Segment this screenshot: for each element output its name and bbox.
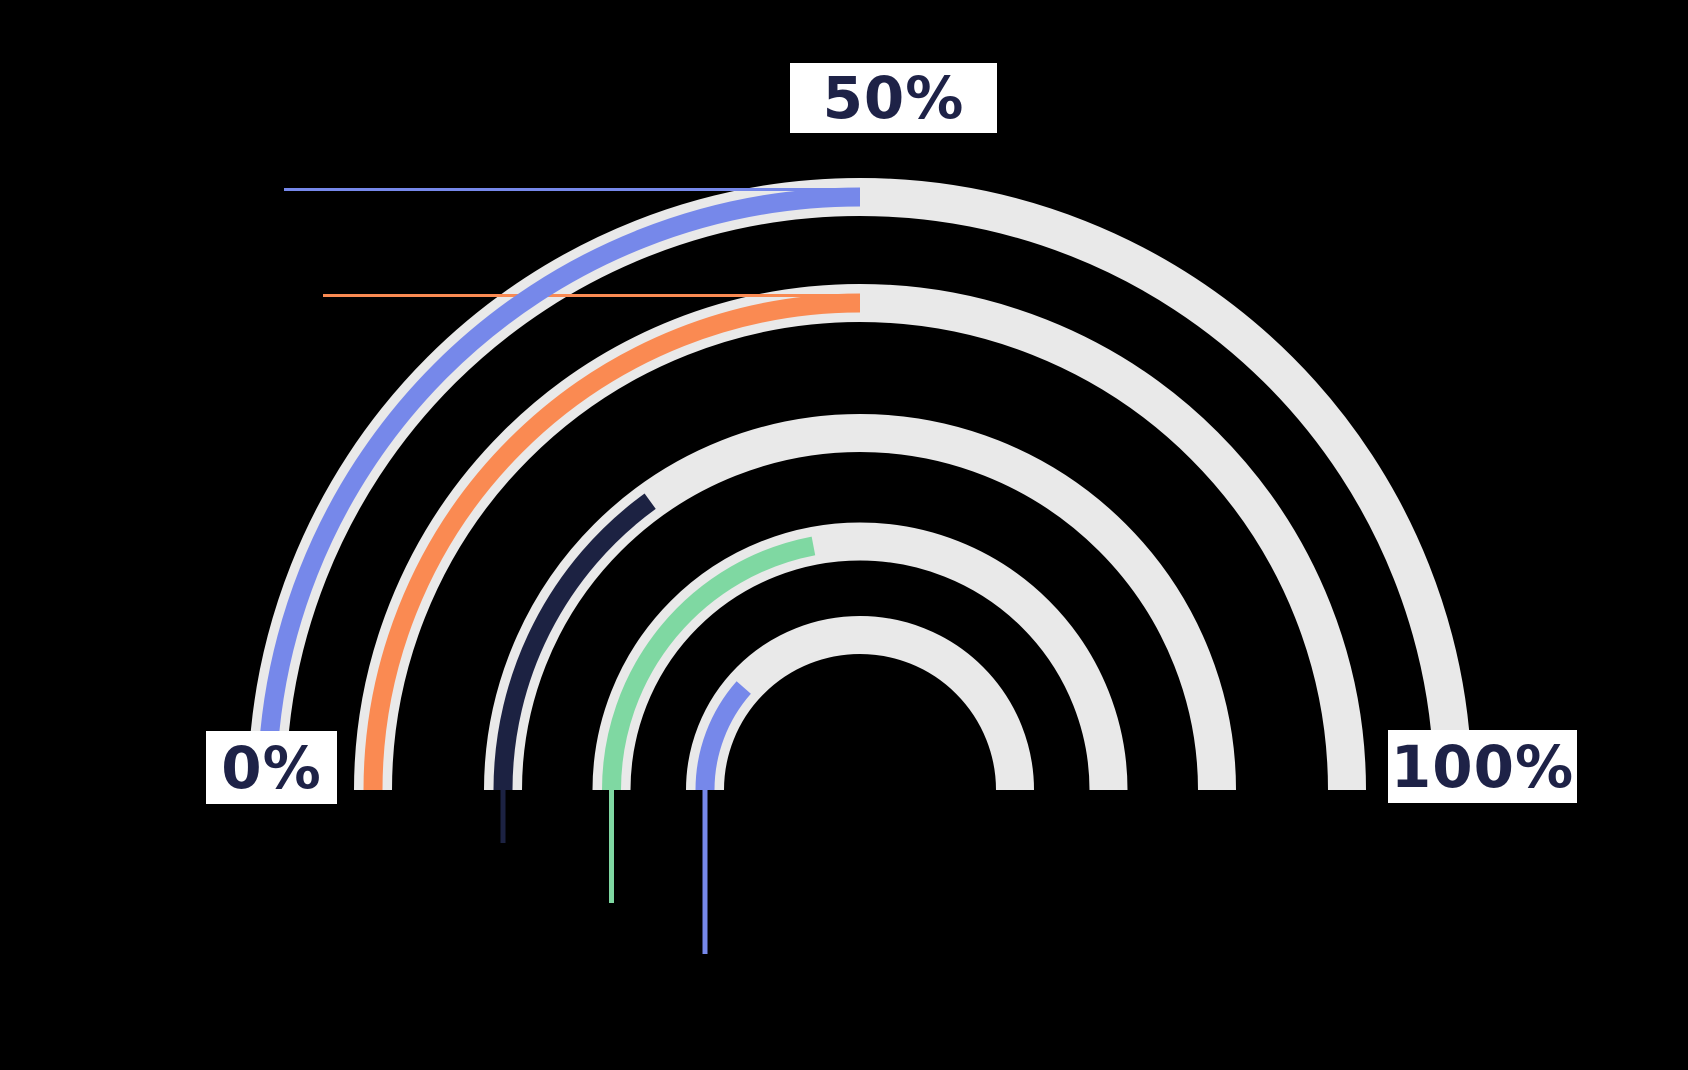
ring-value-arc-1 [257, 187, 861, 791]
ring-track-5 [686, 616, 1034, 791]
ring-value-arc-4 [602, 536, 816, 791]
ring-value-arc-2 [363, 293, 861, 791]
ring-value-arc-5 [695, 681, 751, 791]
gauge-tick-label-0: 0% [206, 731, 337, 804]
gauge-tick-label-100: 100% [1388, 730, 1577, 803]
gauge-tick-label-50: 50% [790, 63, 997, 133]
ring-track-4 [592, 522, 1128, 791]
ring-value-arc-3 [493, 493, 656, 791]
